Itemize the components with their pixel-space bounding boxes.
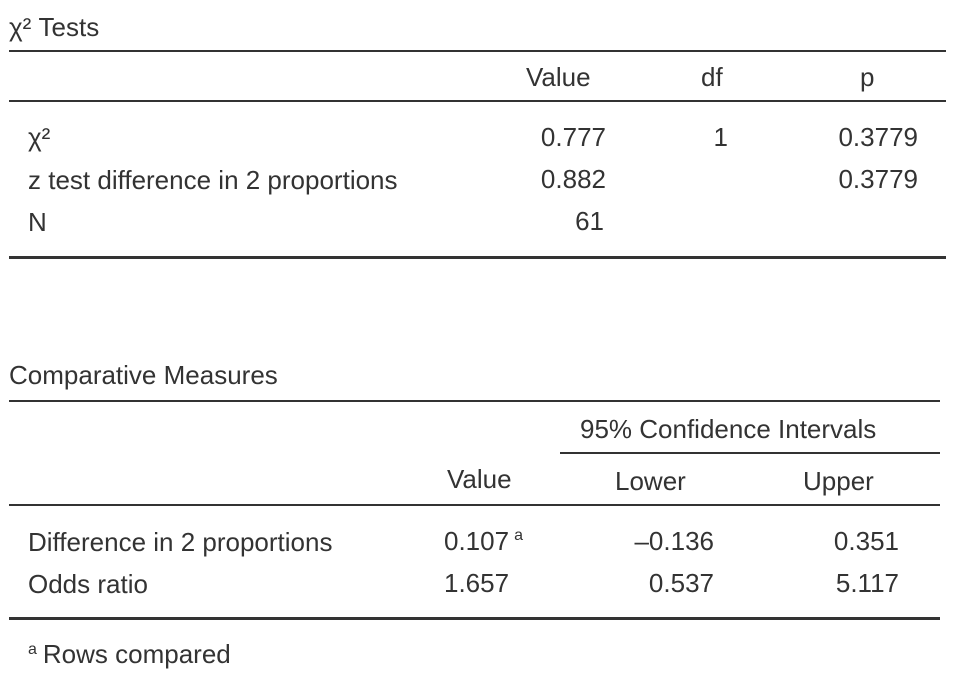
table-cell-value: 0.882 [540, 164, 606, 194]
comp-table-bottom-rule [9, 617, 940, 620]
value-text: 0.107 [444, 526, 510, 556]
chi-col-header-df: df [701, 62, 723, 92]
chi-col-header-value: Value [526, 62, 591, 92]
footnote-marker: a [514, 527, 523, 544]
comparative-measures-title: Comparative Measures [9, 360, 278, 390]
table-cell-upper: 0.351 [833, 526, 899, 556]
table-cell-value: 0.777 [540, 122, 606, 152]
table-row-label: z test difference in 2 proportions [28, 165, 398, 195]
chi-table-bottom-rule [9, 256, 946, 259]
table-cell-p: 0.3779 [838, 122, 918, 152]
table-cell-value: 1.657 [444, 568, 510, 598]
comp-col-header-value: Value [447, 464, 512, 494]
table-footnote: a Rows compared [28, 641, 231, 667]
table-cell-lower: –0.136 [634, 526, 714, 556]
comp-col-header-lower: Lower [615, 466, 686, 496]
table-row-label: Difference in 2 proportions [28, 527, 333, 557]
footnote-text: Rows compared [42, 639, 231, 669]
table-row-label: N [28, 207, 47, 237]
chi-table-header-rule [9, 100, 946, 102]
table-row-label: χ² [28, 122, 51, 152]
ci-group-header: 95% Confidence Intervals [580, 414, 877, 444]
table-row-label: Odds ratio [28, 569, 148, 599]
table-cell-value: 0.107 a [444, 526, 523, 556]
chi-col-header-p: p [860, 62, 875, 92]
comp-table-header-rule [9, 504, 940, 506]
ci-group-rule [560, 452, 940, 454]
comp-col-header-upper: Upper [803, 466, 874, 496]
chi-tests-title: χ² Tests [9, 12, 100, 42]
chi-table-top-rule [9, 50, 946, 52]
table-cell-df: 1 [713, 122, 728, 152]
table-cell-p: 0.3779 [838, 164, 918, 194]
table-cell-upper: 5.117 [835, 568, 899, 598]
comp-table-top-rule [9, 400, 940, 402]
table-cell-value: 61 [575, 206, 604, 236]
table-cell-lower: 0.537 [648, 568, 714, 598]
footnote-marker: a [28, 641, 37, 658]
